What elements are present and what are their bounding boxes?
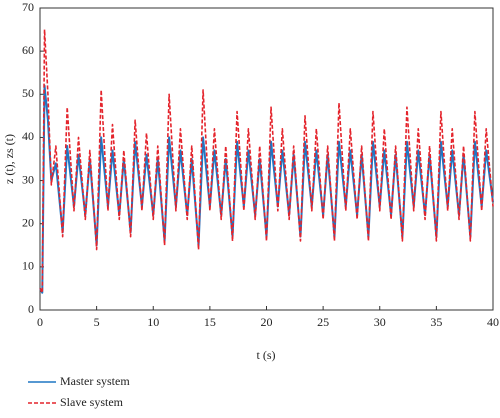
- x-tick-label: 35: [430, 315, 442, 329]
- legend-label: Master system: [60, 374, 130, 388]
- x-tick-label: 25: [317, 315, 329, 329]
- plot-frame: [39, 7, 494, 311]
- x-tick-label: 20: [261, 315, 273, 329]
- x-tick-label: 15: [204, 315, 216, 329]
- x-tick-label: 10: [147, 315, 159, 329]
- x-tick-label: 40: [487, 315, 499, 329]
- y-tick-label: 0: [28, 302, 34, 316]
- y-tick-label: 20: [22, 215, 34, 229]
- y-axis-label: z (t), zs (t): [2, 134, 16, 184]
- y-tick-label: 60: [22, 43, 34, 57]
- y-tick-label: 70: [22, 0, 34, 14]
- series-line: [39, 84, 494, 294]
- x-tick-label: 5: [94, 315, 100, 329]
- legend-label: Slave system: [60, 395, 124, 409]
- x-tick-label: 0: [37, 315, 43, 329]
- x-tick-label: 30: [374, 315, 386, 329]
- y-tick-label: 40: [22, 129, 34, 143]
- y-tick-label: 10: [22, 259, 34, 273]
- series-line: [39, 28, 494, 294]
- x-axis-label: t (s): [257, 348, 276, 362]
- y-tick-label: 50: [22, 86, 34, 100]
- y-tick-label: 30: [22, 172, 34, 186]
